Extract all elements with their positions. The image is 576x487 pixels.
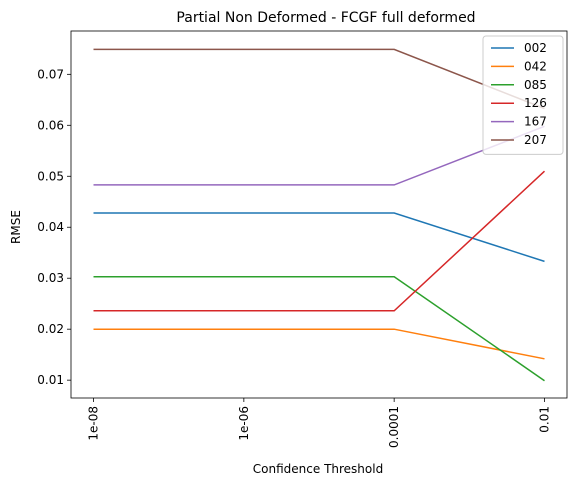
series-line-085 <box>93 275 545 382</box>
legend-label-002: 002 <box>524 41 547 55</box>
legend-box <box>482 35 564 155</box>
y-tick-label: 0.03 <box>37 271 64 285</box>
x-tick-label: 0.01 <box>537 406 551 433</box>
legend-label-085: 085 <box>524 78 547 92</box>
plot-frame <box>70 30 568 399</box>
x-tick-label: 1e-06 <box>237 406 251 441</box>
legend-label-042: 042 <box>524 59 547 73</box>
series-line-167 <box>93 125 545 186</box>
legend-label-167: 167 <box>524 115 547 129</box>
plot-area <box>93 48 546 382</box>
x-tick-label: 1e-08 <box>87 406 101 441</box>
series-line-042 <box>93 328 545 360</box>
chart-title: Partial Non Deformed - FCGF full deforme… <box>176 10 475 26</box>
y-tick-label: 0.06 <box>37 118 64 132</box>
y-tick-label: 0.05 <box>37 169 64 183</box>
legend: 002 042 085 126 167 207 <box>482 35 564 155</box>
x-tick-label: 0.0001 <box>387 406 401 448</box>
y-tick-label: 0.04 <box>37 220 64 234</box>
x-axis-label: Confidence Threshold <box>253 462 383 476</box>
legend-label-126: 126 <box>524 96 547 110</box>
series-line-207 <box>93 48 545 110</box>
y-tick-label: 0.07 <box>37 67 64 81</box>
y-tick-label: 0.02 <box>37 322 64 336</box>
legend-label-207: 207 <box>524 133 547 147</box>
axes: 0.01 0.02 0.03 0.04 0.05 0.06 0.07 1e-08 1e-06 0.… <box>37 30 568 448</box>
y-tick-label: 0.01 <box>37 373 64 387</box>
y-axis-label: RMSE <box>9 210 23 244</box>
series-line-002 <box>93 212 545 263</box>
series-line-126 <box>93 170 546 312</box>
